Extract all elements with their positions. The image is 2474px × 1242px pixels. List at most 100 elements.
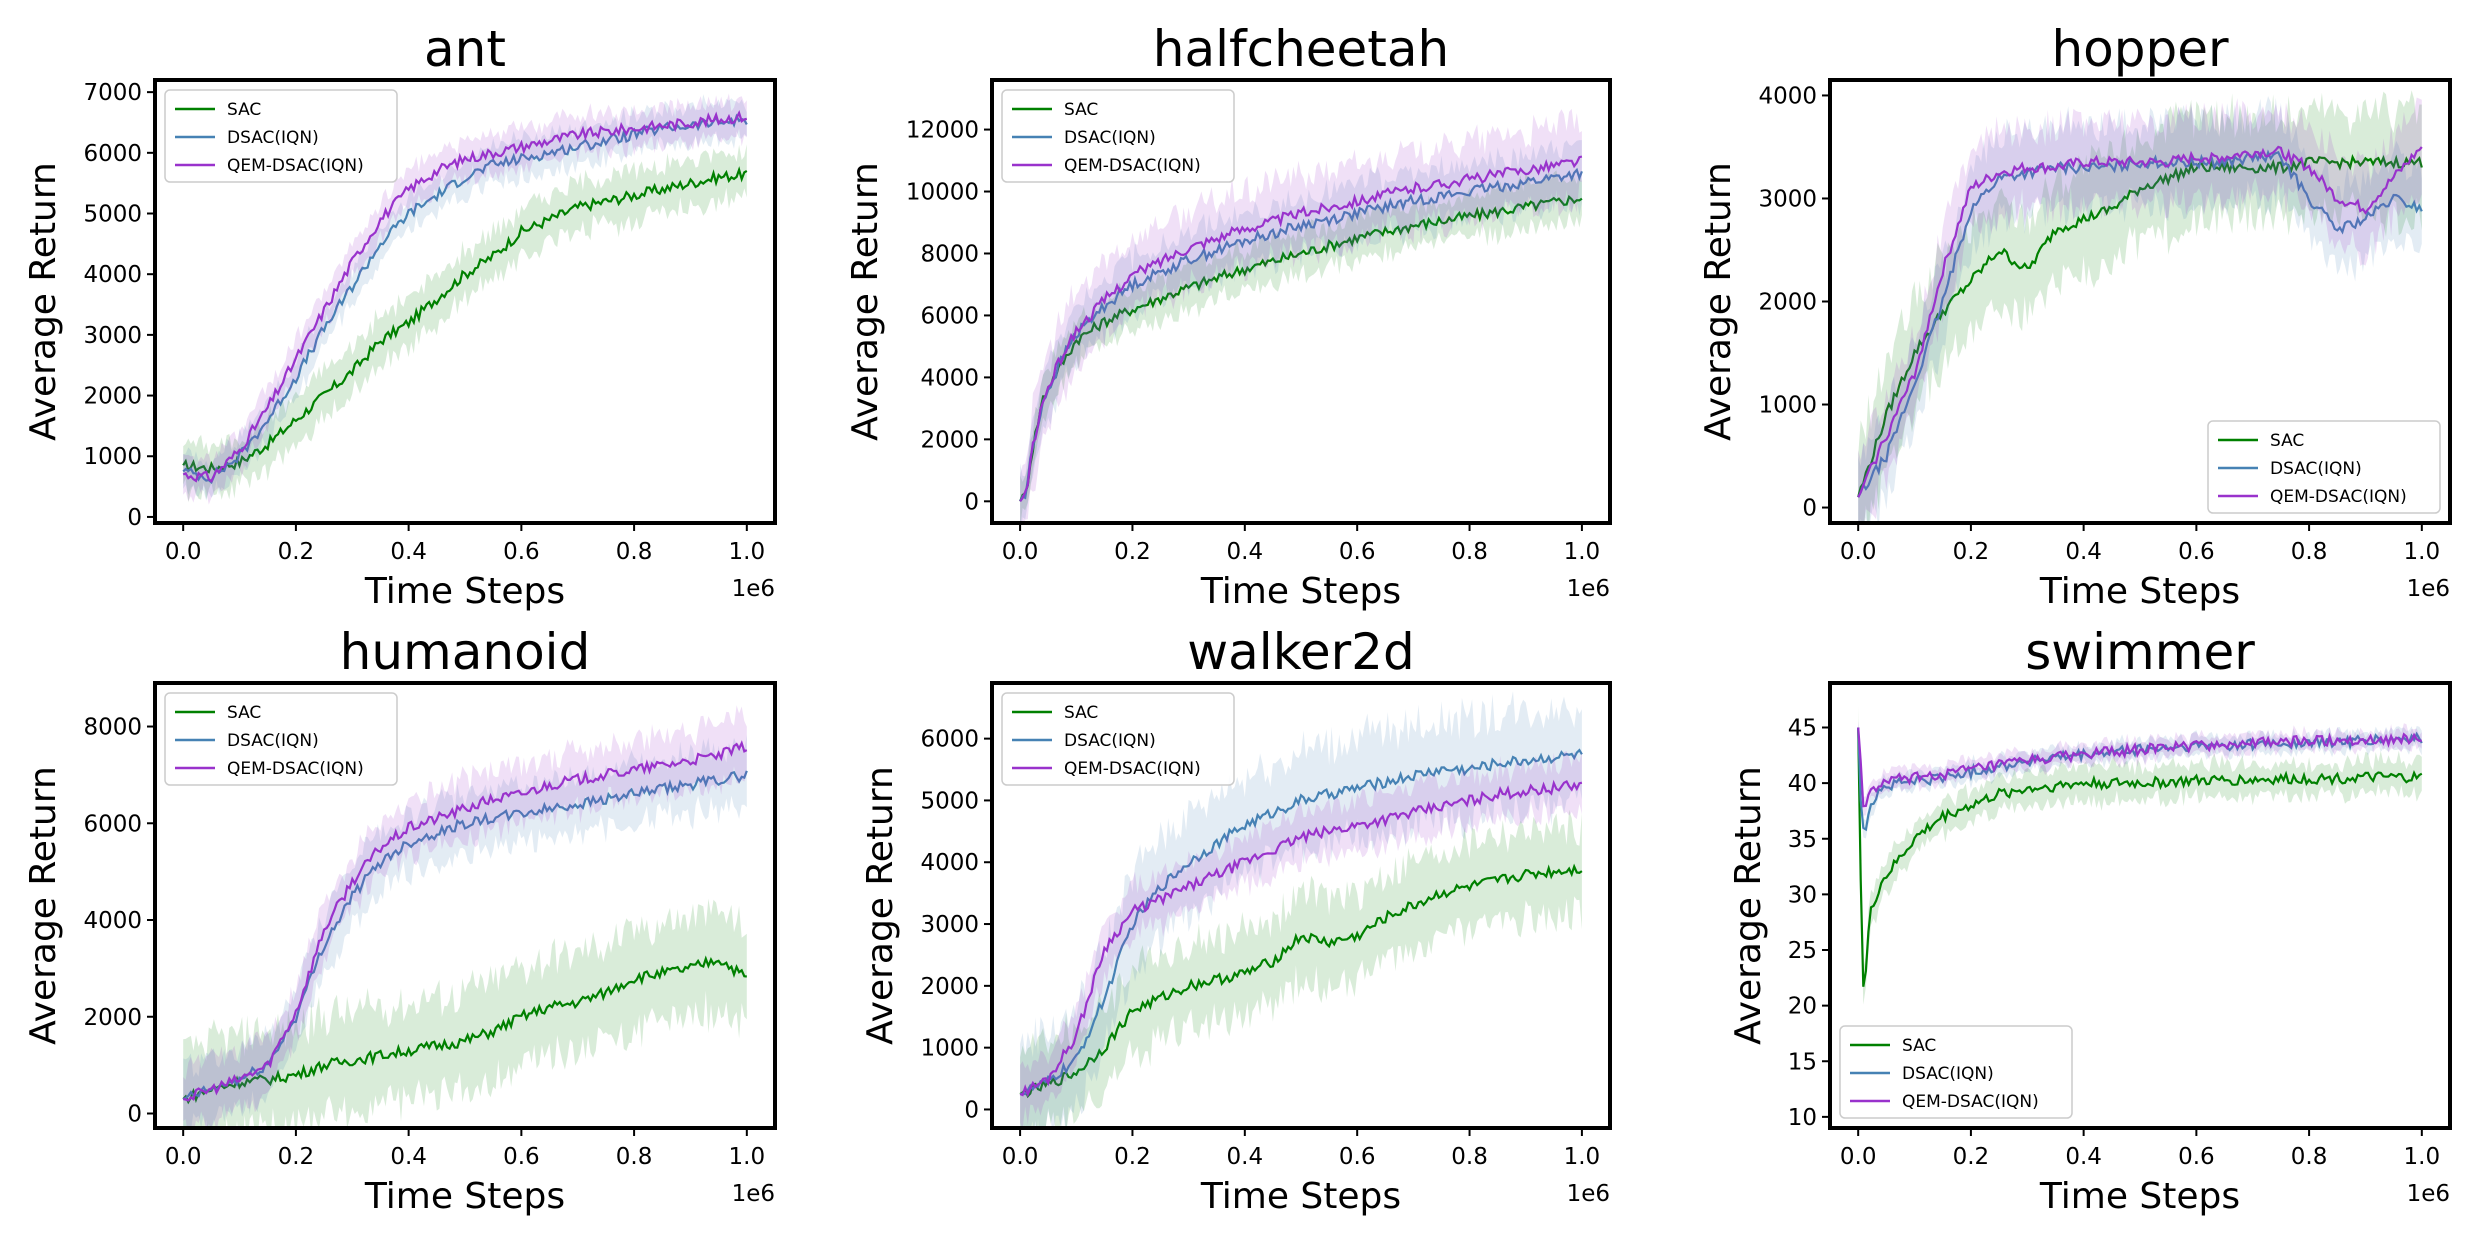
- y-tick-label: 5000: [920, 788, 979, 814]
- chart-title: halfcheetah: [1153, 20, 1449, 78]
- legend-label-dsac-iqn: DSAC(IQN): [1064, 128, 1156, 148]
- y-tick-label: 1000: [83, 444, 142, 470]
- legend-box: [164, 692, 398, 786]
- subplot-ant: 0.0 0.2 0.4 0.6 0.8 1.0 0 1000 2000 3000 4000 5000 6…: [23, 20, 777, 612]
- subplot-walker2d: 0.0 0.2 0.4 0.6 0.8 1.0 0 1000 2000 3000 4000 5000 6…: [860, 623, 1612, 1217]
- y-tick-label: 2000: [83, 384, 142, 410]
- band-qem-dsac-iqn: [183, 705, 747, 1128]
- y-tick-label: 12000: [906, 118, 979, 144]
- y-tick-label: 6000: [83, 811, 142, 837]
- legend-label-dsac-iqn: DSAC(IQN): [227, 128, 319, 148]
- series-line-qem-dsac-iqn: [1857, 145, 2423, 498]
- series-line-dsac-iqn: [182, 113, 748, 485]
- y-tick-label: 3000: [83, 323, 142, 349]
- x-axis-label: Time Steps: [1200, 1176, 1401, 1217]
- legend-label-sac: SAC: [1902, 1036, 1936, 1056]
- y-axis-label: Average Return: [1698, 162, 1739, 441]
- y-tick-label: 0: [127, 1101, 142, 1127]
- y-tick-label: 4000: [1758, 83, 1817, 109]
- x-tick-label: 0.8: [2291, 539, 2328, 565]
- y-tick-label: 5000: [83, 202, 142, 228]
- y-axis-label: Average Return: [845, 162, 886, 441]
- plot-area: [182, 705, 748, 1128]
- y-tick-label: 0: [964, 1097, 979, 1123]
- band-qem-dsac-iqn: [1020, 108, 1582, 523]
- legend-label-sac: SAC: [227, 703, 261, 723]
- legend-label-sac: SAC: [1064, 703, 1098, 723]
- legend-label-qem-dsac-iqn: QEM-DSAC(IQN): [1064, 156, 1201, 176]
- x-tick-label: 1.0: [729, 539, 766, 565]
- series-line-sac: [1019, 194, 1583, 502]
- plot-area: [182, 93, 748, 505]
- x-tick-label: 0.2: [278, 539, 315, 565]
- chart-title: hopper: [2051, 20, 2229, 78]
- y-tick-label: 0: [1802, 496, 1817, 522]
- legend-box: [1839, 1025, 2073, 1119]
- y-tick-label: 8000: [920, 241, 979, 267]
- y-tick-label: 6000: [83, 141, 142, 167]
- x-offset-label: 1e6: [1567, 1181, 1610, 1207]
- legend-label-sac: SAC: [227, 100, 261, 120]
- x-tick-label: 0.6: [1339, 539, 1376, 565]
- band-dsac-iqn: [1858, 722, 2422, 839]
- band-sac: [183, 898, 747, 1128]
- series-line-qem-dsac-iqn: [182, 740, 748, 1102]
- y-tick-label: 6000: [920, 727, 979, 753]
- x-axis-label: Time Steps: [2039, 571, 2240, 612]
- band-dsac-iqn: [1858, 96, 2422, 523]
- subplot-humanoid: 0.0 0.2 0.4 0.6 0.8 1.0 0 2000 4000 6000 8000 1e6 hu…: [23, 623, 777, 1217]
- x-offset-label: 1e6: [2407, 576, 2450, 602]
- x-tick-label: 0.0: [1002, 1144, 1039, 1170]
- series-line-dsac-iqn: [182, 770, 748, 1101]
- y-tick-label: 4000: [920, 365, 979, 391]
- axes-frame: [990, 78, 1612, 525]
- y-tick-label: 2000: [920, 974, 979, 1000]
- y-tick-label: 1000: [920, 1036, 979, 1062]
- legend-label-sac: SAC: [2270, 431, 2304, 451]
- y-tick-label: 2000: [1758, 290, 1817, 316]
- series-line-qem-dsac-iqn: [1857, 727, 2422, 808]
- series-line-sac: [1019, 863, 1583, 1099]
- axes-frame: [990, 681, 1612, 1130]
- x-axis-label: Time Steps: [364, 1176, 565, 1217]
- x-axis-label: Time Steps: [2039, 1176, 2240, 1217]
- series-line-qem-dsac-iqn: [1019, 155, 1583, 502]
- y-tick-label: 8000: [83, 715, 142, 741]
- series-line-qem-dsac-iqn: [1019, 779, 1583, 1098]
- legend-label-sac: SAC: [1064, 100, 1098, 120]
- y-tick-label: 30: [1788, 882, 1817, 908]
- chart-title: swimmer: [2025, 623, 2255, 681]
- x-tick-label: 0.4: [2065, 539, 2102, 565]
- y-axis-label: Average Return: [23, 766, 64, 1045]
- y-tick-label: 45: [1788, 716, 1817, 742]
- x-offset-label: 1e6: [732, 576, 775, 602]
- band-qem-dsac-iqn: [183, 93, 747, 505]
- band-dsac-iqn: [183, 94, 747, 501]
- y-tick-label: 40: [1788, 771, 1817, 797]
- band-sac: [183, 144, 747, 503]
- x-tick-label: 0.8: [1451, 1144, 1488, 1170]
- x-tick-label: 0.4: [1227, 539, 1264, 565]
- band-qem-dsac-iqn: [1020, 751, 1582, 1128]
- legend-label-dsac-iqn: DSAC(IQN): [227, 731, 319, 751]
- series-line-qem-dsac-iqn: [182, 109, 748, 483]
- y-tick-label: 4000: [920, 850, 979, 876]
- band-dsac-iqn: [183, 734, 747, 1128]
- legend: SAC DSAC(IQN) QEM-DSAC(IQN): [1839, 1025, 2073, 1119]
- x-offset-label: 1e6: [1567, 576, 1610, 602]
- y-tick-label: 4000: [83, 262, 142, 288]
- subplot-halfcheetah: 0.0 0.2 0.4 0.6 0.8 1.0 0 2000 4000 6000 8000 10000…: [845, 20, 1612, 612]
- axes-frame: [153, 78, 777, 525]
- x-tick-label: 0.6: [2178, 1144, 2215, 1170]
- y-tick-label: 4000: [83, 908, 142, 934]
- series-line-sac: [182, 955, 747, 1105]
- band-qem-dsac-iqn: [1858, 720, 2422, 816]
- y-axis-label: Average Return: [23, 162, 64, 441]
- plot-area: [1857, 90, 2423, 523]
- x-tick-label: 0.6: [2178, 539, 2215, 565]
- x-tick-label: 0.0: [165, 539, 202, 565]
- series-line-sac: [1857, 153, 2423, 498]
- x-tick-label: 0.6: [1339, 1144, 1376, 1170]
- legend-box: [1001, 89, 1235, 183]
